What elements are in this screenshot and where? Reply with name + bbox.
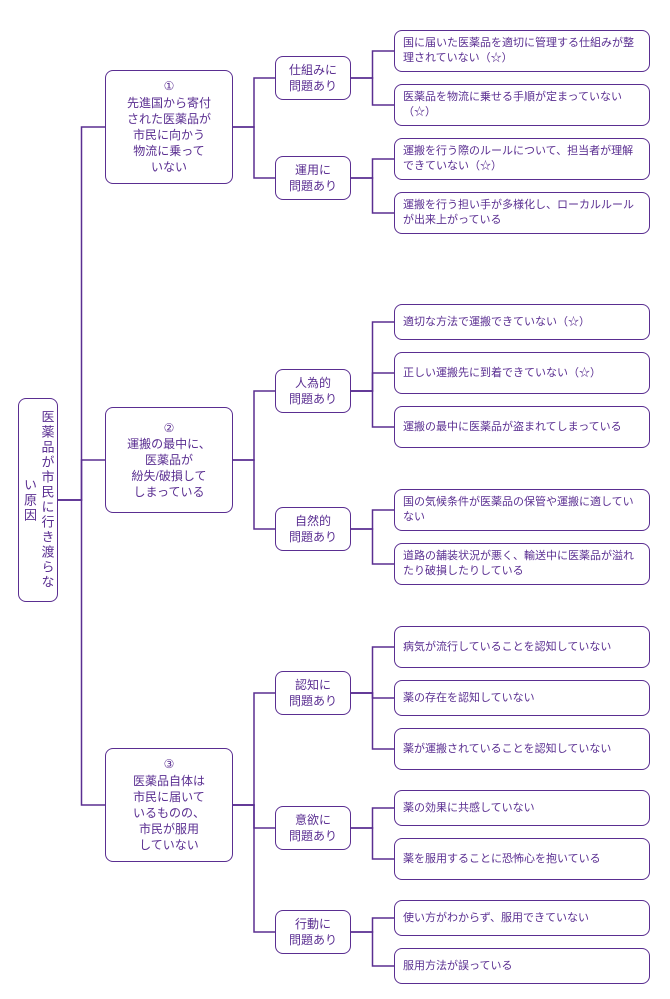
edge-l2_1b-leaf_4 bbox=[351, 178, 394, 213]
node-l2_3a: 認知に問題あり bbox=[275, 671, 351, 715]
node-l2_3b: 意欲に問題あり bbox=[275, 806, 351, 850]
edge-root-l1_3 bbox=[58, 500, 105, 805]
node-leaf_6: 正しい運搬先に到着できていない（☆） bbox=[394, 352, 650, 394]
edge-l2_1a-leaf_1 bbox=[351, 51, 394, 78]
edge-l2_3a-leaf_11 bbox=[351, 693, 394, 698]
edge-l2_3a-leaf_12 bbox=[351, 693, 394, 749]
edge-l1_2-l2_2b bbox=[233, 460, 275, 529]
edge-l1_2-l2_2a bbox=[233, 391, 275, 460]
edge-l2_3b-leaf_13 bbox=[351, 808, 394, 828]
node-l2_3c: 行動に問題あり bbox=[275, 910, 351, 954]
node-leaf_2: 医薬品を物流に乗せる手順が定まっていない（☆） bbox=[394, 84, 650, 126]
edge-l2_3a-leaf_10 bbox=[351, 647, 394, 693]
edge-l2_2b-leaf_8 bbox=[351, 510, 394, 529]
node-leaf_5: 適切な方法で運搬できていない（☆） bbox=[394, 304, 650, 340]
node-leaf_15: 使い方がわからず、服用できていない bbox=[394, 900, 650, 936]
node-leaf_7: 運搬の最中に医薬品が盗まれてしまっている bbox=[394, 406, 650, 448]
edge-l2_2a-leaf_7 bbox=[351, 391, 394, 427]
edge-l2_3c-leaf_16 bbox=[351, 932, 394, 966]
node-leaf_16: 服用方法が誤っている bbox=[394, 948, 650, 984]
edge-l2_2a-leaf_6 bbox=[351, 373, 394, 391]
edge-l2_2b-leaf_9 bbox=[351, 529, 394, 564]
node-leaf_10: 病気が流行していることを認知していない bbox=[394, 626, 650, 668]
node-leaf_1: 国に届いた医薬品を適切に管理する仕組みが整理されていない（☆） bbox=[394, 30, 650, 72]
node-leaf_3: 運搬を行う際のルールについて、担当者が理解できていない（☆） bbox=[394, 138, 650, 180]
node-l2_1b: 運用に問題あり bbox=[275, 156, 351, 200]
edge-l1_1-l2_1b bbox=[233, 127, 275, 178]
node-leaf_8: 国の気候条件が医薬品の保管や運搬に適していない bbox=[394, 489, 650, 531]
edge-l2_3b-leaf_14 bbox=[351, 828, 394, 859]
node-leaf_11: 薬の存在を認知していない bbox=[394, 680, 650, 716]
edge-l2_1b-leaf_3 bbox=[351, 159, 394, 178]
edge-l1_3-l2_3a bbox=[233, 693, 275, 805]
node-l1_1: ①先進国から寄付された医薬品が市民に向かう物流に乗っていない bbox=[105, 70, 233, 184]
node-l2_2a: 人為的問題あり bbox=[275, 369, 351, 413]
edge-root-l1_2 bbox=[58, 460, 105, 500]
node-l1_3: ③医薬品自体は市民に届いているものの、市民が服用していない bbox=[105, 748, 233, 862]
edge-l2_2a-leaf_5 bbox=[351, 322, 394, 391]
edge-l2_3c-leaf_15 bbox=[351, 918, 394, 932]
edge-root-l1_1 bbox=[58, 127, 105, 500]
edge-l2_1a-leaf_2 bbox=[351, 78, 394, 105]
node-l1_2: ②運搬の最中に、医薬品が紛失/破損してしまっている bbox=[105, 407, 233, 513]
node-l2_1a: 仕組みに問題あり bbox=[275, 56, 351, 100]
edge-l1_1-l2_1a bbox=[233, 78, 275, 127]
edge-l1_3-l2_3b bbox=[233, 805, 275, 828]
node-l2_2b: 自然的問題あり bbox=[275, 507, 351, 551]
node-leaf_13: 薬の効果に共感していない bbox=[394, 790, 650, 826]
node-leaf_12: 薬が運搬されていることを認知していない bbox=[394, 728, 650, 770]
node-leaf_9: 道路の舗装状況が悪く、輸送中に医薬品が溢れたり破損したりしている bbox=[394, 543, 650, 585]
edge-l1_3-l2_3c bbox=[233, 805, 275, 932]
node-leaf_4: 運搬を行う担い手が多様化し、ローカルルールが出来上がっている bbox=[394, 192, 650, 234]
node-root: 医薬品が市民に行き渡らない原因 bbox=[18, 398, 58, 602]
node-leaf_14: 薬を服用することに恐怖心を抱いている bbox=[394, 838, 650, 880]
